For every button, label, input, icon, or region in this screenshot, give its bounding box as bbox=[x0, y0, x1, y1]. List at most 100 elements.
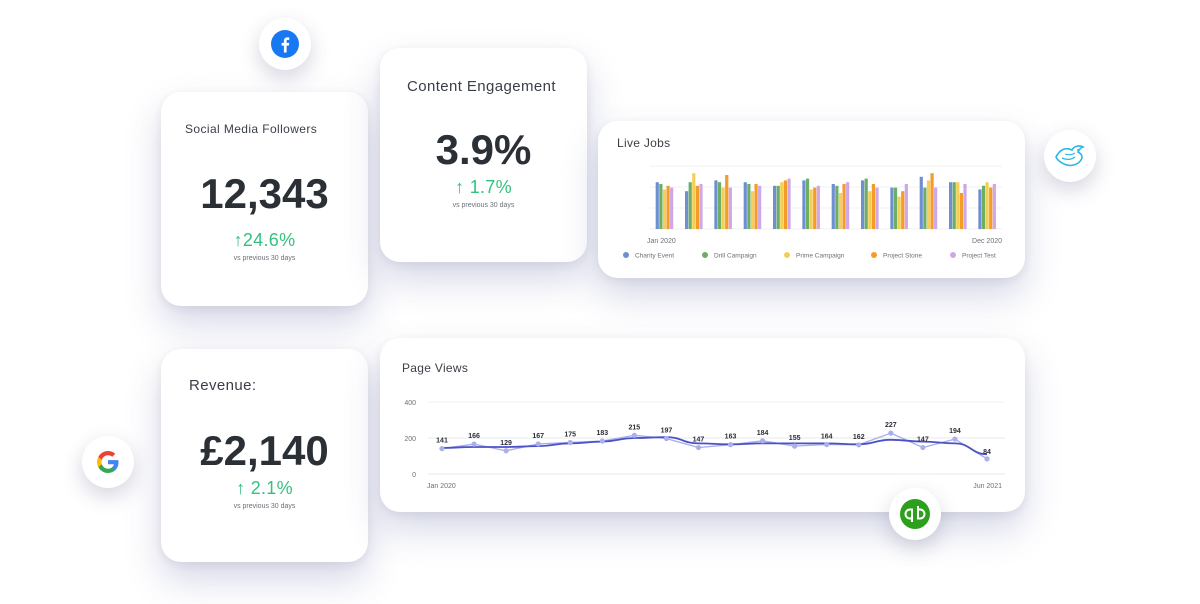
bar-prime-campaign bbox=[985, 182, 989, 229]
bar-project-stone bbox=[725, 175, 729, 229]
page-views-point bbox=[984, 456, 990, 462]
data-label: 164 bbox=[821, 433, 833, 440]
bird-icon bbox=[1055, 145, 1086, 167]
page-views-point bbox=[471, 441, 477, 447]
bar-project-stone bbox=[901, 191, 905, 229]
page-views-trend-line bbox=[441, 436, 988, 456]
page-views-line bbox=[441, 432, 988, 460]
data-label: 129 bbox=[500, 440, 512, 447]
bar-charity-event bbox=[773, 185, 777, 229]
page-views-point bbox=[599, 438, 605, 444]
bar-charity-event bbox=[949, 182, 953, 229]
data-label: 227 bbox=[885, 422, 897, 429]
content-engagement-title: Content Engagement bbox=[407, 78, 556, 95]
bar-project-test bbox=[992, 184, 996, 229]
bar-drill-campaign bbox=[747, 184, 751, 229]
bar-drill-campaign bbox=[659, 184, 663, 229]
bar-project-stone bbox=[871, 184, 875, 229]
page-views-card: Page Views 400 200 0 141 166 129 167 175 183 215 1… bbox=[380, 338, 1025, 512]
bar-charity-event bbox=[685, 191, 689, 229]
bar-prime-campaign bbox=[721, 187, 725, 229]
data-label: 194 bbox=[949, 428, 961, 435]
bar-project-stone bbox=[783, 180, 787, 229]
legend-label: Drill Campaign bbox=[714, 253, 757, 260]
x-axis-start-label: Jan 2020 bbox=[427, 483, 456, 490]
bar-prime-campaign bbox=[809, 189, 813, 229]
bar-project-stone bbox=[695, 185, 699, 229]
bar-prime-campaign bbox=[956, 182, 960, 229]
bar-prime-campaign bbox=[868, 191, 872, 229]
bar-prime-campaign bbox=[838, 193, 843, 229]
bar-charity-event bbox=[890, 187, 894, 229]
bar-charity-event bbox=[655, 182, 659, 229]
bar-project-test bbox=[816, 185, 820, 229]
bar-project-stone bbox=[989, 187, 993, 229]
bar-project-test bbox=[670, 187, 674, 229]
bar-project-test bbox=[787, 178, 791, 229]
page-views-point bbox=[759, 438, 766, 444]
bar-drill-campaign bbox=[776, 185, 780, 229]
data-label: 141 bbox=[436, 438, 448, 445]
bar-prime-campaign bbox=[780, 182, 784, 229]
bar-prime-campaign bbox=[662, 189, 667, 229]
social-followers-card: Social Media Followers 12,343 ↑24.6% vs … bbox=[161, 92, 368, 306]
live-jobs-card: Live Jobs Jan 2020 Dec 2020 Charity Event D… bbox=[598, 121, 1025, 278]
revenue-change: ↑ 2.1% bbox=[161, 478, 368, 499]
page-views-point bbox=[727, 442, 734, 448]
bar-charity-event bbox=[978, 189, 982, 229]
bar-project-test bbox=[846, 182, 850, 229]
facebook-icon bbox=[271, 30, 299, 58]
bar-project-stone bbox=[959, 193, 963, 229]
bar-drill-campaign bbox=[952, 182, 956, 229]
social-followers-change: ↑24.6% bbox=[161, 230, 368, 251]
bar-charity-event bbox=[714, 180, 718, 229]
data-label: 184 bbox=[757, 430, 769, 437]
page-views-point bbox=[695, 444, 702, 451]
data-label: 167 bbox=[532, 433, 544, 440]
revenue-note: vs previous 30 days bbox=[233, 503, 296, 510]
bar-charity-event bbox=[861, 180, 865, 229]
bar-charity-event bbox=[802, 180, 806, 229]
page-views-point bbox=[856, 442, 862, 448]
bar-prime-campaign bbox=[750, 191, 755, 229]
bird-badge bbox=[1044, 130, 1096, 182]
y-tick-label: 400 bbox=[404, 400, 416, 407]
page-views-point bbox=[952, 436, 958, 442]
quickbooks-badge bbox=[889, 488, 941, 540]
page-views-point bbox=[439, 446, 445, 452]
content-engagement-change-value: 1.7% bbox=[469, 177, 512, 197]
revenue-change-value: 2.1% bbox=[250, 478, 293, 498]
bar-project-stone bbox=[930, 173, 934, 229]
arrow-up-icon: ↑ bbox=[455, 177, 465, 197]
legend-swatch bbox=[623, 252, 629, 258]
bar-project-test bbox=[758, 185, 762, 229]
page-views-point bbox=[920, 444, 926, 451]
facebook-badge bbox=[259, 18, 311, 70]
data-label: 147 bbox=[693, 437, 705, 444]
bar-drill-campaign bbox=[893, 187, 898, 229]
google-icon bbox=[97, 451, 119, 473]
bar-prime-campaign bbox=[692, 173, 696, 229]
revenue-card: Revenue: £2,140 ↑ 2.1% vs previous 30 da… bbox=[161, 349, 368, 562]
y-tick-label: 200 bbox=[404, 436, 416, 443]
page-views-point bbox=[888, 430, 894, 436]
bar-project-stone bbox=[842, 184, 846, 229]
revenue-value: £2,140 bbox=[200, 427, 329, 474]
legend-swatch bbox=[871, 252, 877, 258]
data-label: 162 bbox=[853, 434, 865, 441]
bar-project-test bbox=[904, 184, 908, 229]
social-followers-title: Social Media Followers bbox=[185, 122, 318, 136]
bar-charity-event bbox=[831, 184, 835, 229]
bar-project-test bbox=[699, 184, 703, 229]
y-tick-label: 0 bbox=[412, 472, 416, 479]
data-label: 197 bbox=[661, 428, 673, 435]
data-label: 155 bbox=[789, 435, 801, 442]
bar-drill-campaign bbox=[981, 185, 986, 229]
data-label: 175 bbox=[564, 432, 576, 439]
page-views-point bbox=[792, 443, 798, 449]
data-label: 147 bbox=[917, 437, 929, 444]
x-axis-end-label: Jun 2021 bbox=[973, 483, 1002, 490]
data-label: 163 bbox=[725, 434, 737, 441]
legend-label: Charity Event bbox=[635, 253, 674, 260]
data-label: 84 bbox=[983, 449, 991, 456]
